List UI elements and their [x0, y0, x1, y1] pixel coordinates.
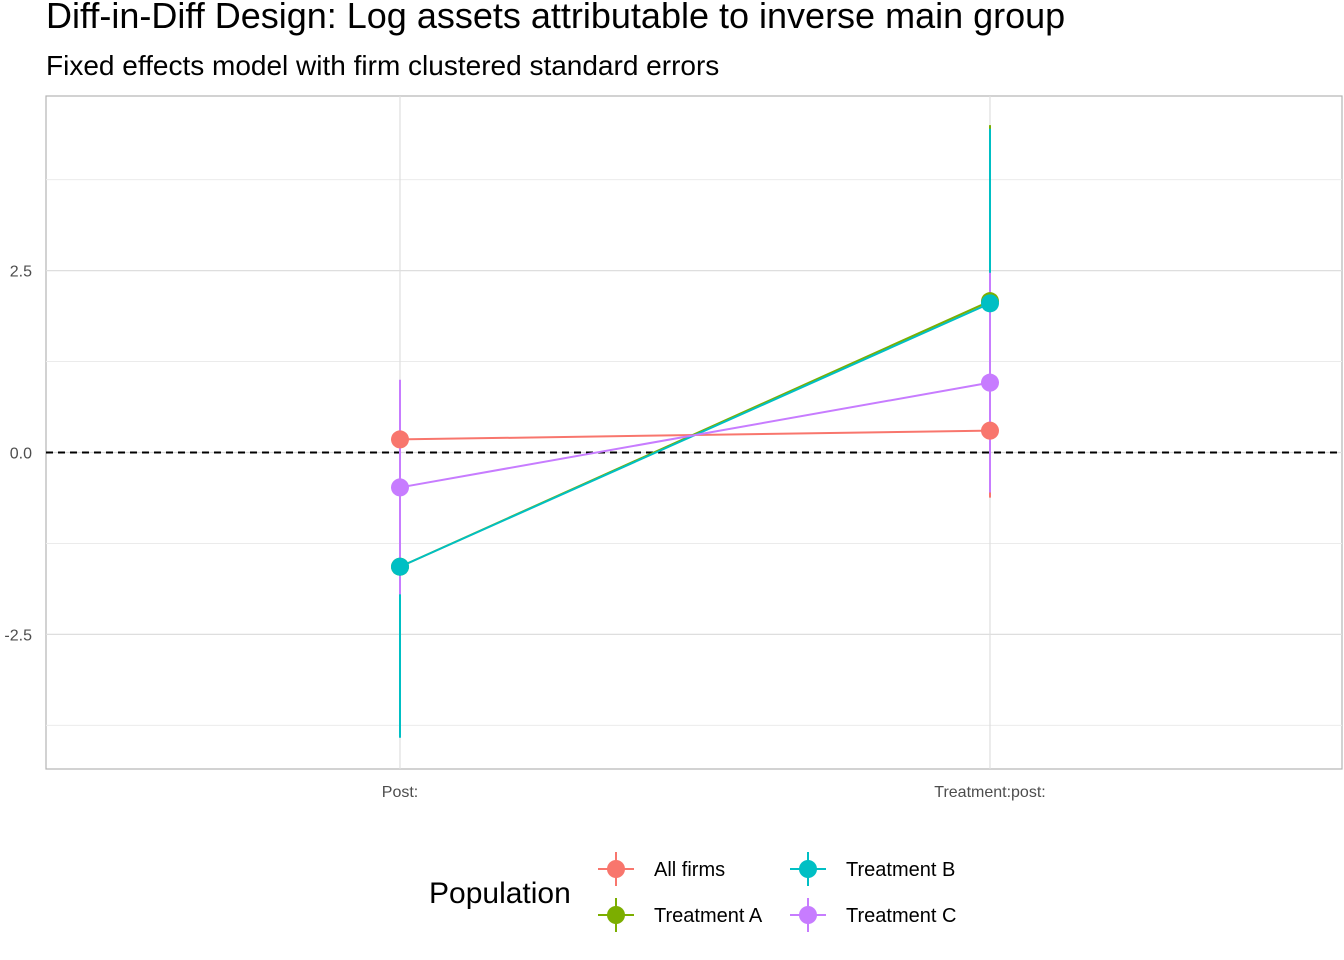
series-line-treatment-c: [399, 381, 991, 489]
x-tick-label: Treatment:post:: [934, 784, 1045, 801]
legend: Population All firms Treatment A Treatment…: [429, 852, 956, 932]
chart-title: Diff-in-Diff Design: Log assets attribut…: [46, 0, 1065, 36]
legend-key-point: [799, 906, 817, 924]
y-tick-label: -2.5: [4, 627, 32, 644]
legend-label: Treatment B: [846, 859, 955, 881]
legend-label: All firms: [654, 859, 725, 881]
legend-key-point: [607, 906, 625, 924]
legend-item-treatment-c: Treatment C: [790, 898, 956, 932]
x-tick-label: Post:: [382, 784, 418, 801]
data-point-treatment-c: [981, 373, 999, 392]
data-point-treatment-b: [981, 294, 999, 313]
legend-item-treatment-a: Treatment A: [598, 898, 763, 932]
data-point-treatment-b: [391, 557, 409, 576]
data-point-all-firms: [981, 421, 999, 440]
legend-key-point: [799, 860, 817, 878]
plot-panel: [45, 95, 1343, 770]
series-layer: [391, 125, 999, 738]
x-axis-tick-labels: Post: Treatment:post:: [382, 784, 1046, 801]
legend-item-treatment-b: Treatment B: [790, 852, 955, 886]
legend-title: Population: [429, 877, 571, 910]
y-axis-tick-labels: -2.5 0.0 2.5: [4, 264, 32, 645]
legend-item-all-firms: All firms: [598, 852, 725, 886]
data-point-all-firms: [391, 430, 409, 449]
chart-subtitle: Fixed effects model with firm clustered …: [46, 50, 719, 81]
legend-label: Treatment A: [654, 905, 763, 927]
legend-items: All firms Treatment A Treatment B Treatment…: [598, 852, 956, 932]
y-tick-label: 0.0: [10, 446, 32, 463]
y-tick-label: 2.5: [10, 264, 32, 281]
legend-label: Treatment C: [846, 905, 956, 927]
legend-key-point: [607, 860, 625, 878]
data-point-treatment-c: [391, 478, 409, 497]
